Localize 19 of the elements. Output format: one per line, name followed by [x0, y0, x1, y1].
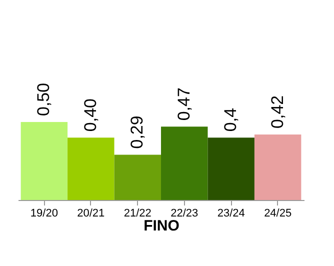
x-tick-label: 22/23	[170, 208, 198, 220]
x-tick-label: 20/21	[77, 208, 105, 220]
bar	[161, 126, 208, 200]
bar	[114, 154, 161, 200]
data-label: 0,42	[268, 95, 287, 128]
x-axis-title: FINO	[144, 218, 180, 234]
data-label: 0,50	[34, 82, 54, 116]
bar	[208, 138, 254, 200]
x-tick-label: 24/25	[264, 208, 292, 220]
x-tick-label: 21/22	[124, 208, 152, 220]
data-label: 0,47	[174, 88, 194, 121]
x-tick-label: 19/20	[30, 208, 58, 220]
data-label: 0,29	[128, 116, 147, 149]
bar	[68, 138, 114, 200]
bar	[20, 122, 68, 200]
bar	[254, 134, 302, 200]
data-label: 0,4	[221, 108, 240, 132]
x-tick-label: 23/24	[217, 208, 245, 220]
data-label: 0,40	[80, 98, 100, 132]
